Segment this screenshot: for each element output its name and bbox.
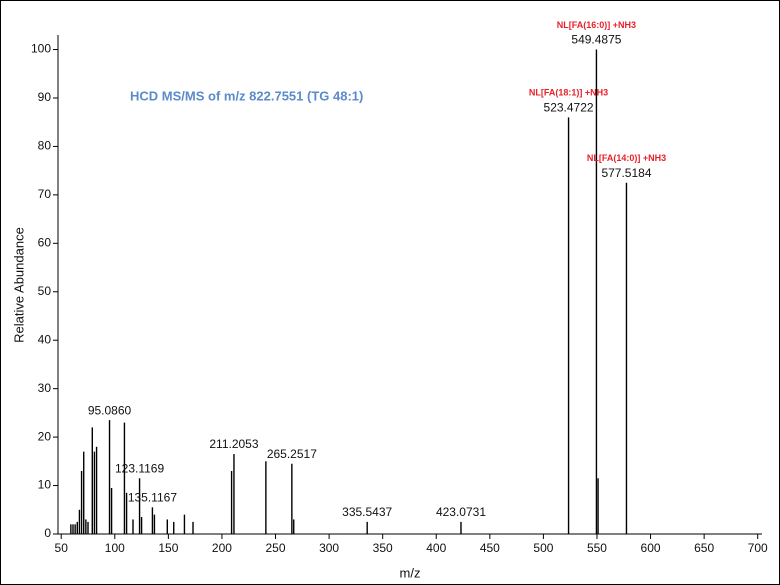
y-tick-label: 50 <box>38 284 52 298</box>
peak-note: NL[FA(14:0)] +NH3 <box>587 153 666 163</box>
x-tick-label: 400 <box>426 541 446 555</box>
x-tick-label: 500 <box>533 541 553 555</box>
peak-note: NL[FA(18:1)] +NH3 <box>529 88 608 98</box>
peak-label: 123.1169 <box>115 461 164 475</box>
y-tick-label: 100 <box>31 42 51 56</box>
y-tick-label: 70 <box>38 187 52 201</box>
chart-title: HCD MS/MS of m/z 822.7551 (TG 48:1) <box>130 88 363 103</box>
x-tick-label: 200 <box>212 541 232 555</box>
x-tick-label: 150 <box>158 541 178 555</box>
y-tick-label: 90 <box>38 90 52 104</box>
peak-label: 135.1167 <box>128 491 177 505</box>
x-tick-label: 50 <box>55 541 69 555</box>
y-tick-label: 20 <box>38 429 52 443</box>
y-tick-label: 30 <box>38 381 52 395</box>
peak-label: 95.0860 <box>88 403 132 417</box>
peak-note: NL[FA(16:0)] +NH3 <box>557 20 636 30</box>
peak-label: 549.4875 <box>571 33 621 47</box>
peak-label: 423.0731 <box>436 505 486 519</box>
peak-label: 523.4722 <box>544 101 594 115</box>
y-tick-label: 80 <box>38 139 52 153</box>
y-tick-label: 60 <box>38 235 52 249</box>
x-tick-label: 600 <box>641 541 661 555</box>
x-axis-label: m/z <box>400 565 421 580</box>
x-tick-label: 100 <box>105 541 125 555</box>
x-tick-label: 550 <box>587 541 607 555</box>
x-tick-label: 450 <box>480 541 500 555</box>
y-tick-label: 10 <box>38 478 52 492</box>
y-tick-label: 0 <box>44 526 51 540</box>
peak-label: 335.5437 <box>342 505 392 519</box>
x-tick-label: 250 <box>266 541 286 555</box>
y-axis-label: Relative Abundance <box>11 227 26 343</box>
x-tick-label: 350 <box>373 541 393 555</box>
x-tick-label: 700 <box>748 541 768 555</box>
peak-label: 211.2053 <box>209 437 258 451</box>
peak-label: 577.5184 <box>601 166 651 180</box>
x-tick-label: 300 <box>319 541 339 555</box>
x-tick-label: 650 <box>694 541 714 555</box>
peak-label: 265.2517 <box>267 447 317 461</box>
y-tick-label: 40 <box>38 332 52 346</box>
